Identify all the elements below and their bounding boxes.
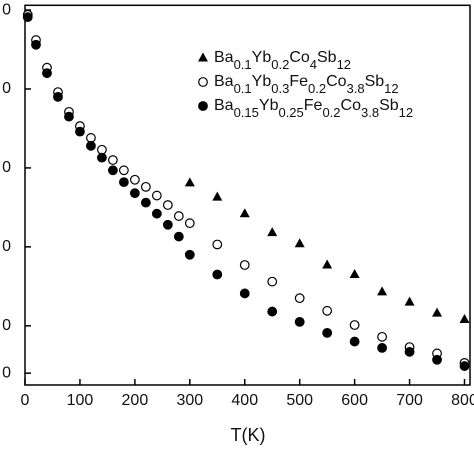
data-point <box>239 260 250 270</box>
data-point <box>86 140 96 151</box>
x-tick-label: 100 <box>67 392 94 409</box>
data-point <box>118 177 129 188</box>
data-point <box>64 111 74 122</box>
data-point <box>239 208 250 218</box>
data-point <box>212 269 223 280</box>
data-point <box>162 200 173 210</box>
y-tick-label: 0 <box>2 159 11 176</box>
data-point <box>108 155 118 165</box>
data-point <box>173 211 184 221</box>
x-tick-label: 300 <box>176 392 203 409</box>
x-axis-label: T(K) <box>231 425 266 445</box>
legend-label: Ba0.1Yb0.2Co4Sb12 <box>214 49 351 72</box>
data-point <box>432 307 443 317</box>
data-point <box>267 306 278 317</box>
x-tick-label: 600 <box>341 392 368 409</box>
data-point <box>173 231 184 242</box>
data-point <box>239 288 250 299</box>
x-tick-label: 700 <box>396 392 423 409</box>
data-point <box>129 174 140 185</box>
x-tick-label: 0 <box>21 392 30 409</box>
data-point <box>294 316 305 327</box>
x-tick-label: 800 <box>451 392 474 409</box>
data-point <box>432 354 442 365</box>
data-point <box>349 336 360 347</box>
data-point <box>184 218 195 229</box>
data-point <box>75 126 85 137</box>
data-point <box>349 320 360 330</box>
legend-marker <box>198 52 208 62</box>
data-point <box>459 361 470 371</box>
data-point <box>184 177 195 187</box>
data-point <box>349 268 360 278</box>
data-point <box>108 165 118 176</box>
data-point <box>322 259 333 269</box>
data-point <box>322 327 333 338</box>
data-point <box>31 39 41 50</box>
data-point <box>129 188 140 199</box>
legend-label: Ba0.15Yb0.25Fe0.2Co3.8Sb12 <box>214 97 413 120</box>
data-point <box>459 313 470 323</box>
x-tick-label: 500 <box>286 392 313 409</box>
legend-marker <box>198 77 208 87</box>
data-point <box>377 331 387 342</box>
data-point <box>267 227 278 237</box>
data-point <box>42 68 52 79</box>
y-tick-label: 0 <box>2 80 11 97</box>
data-point <box>212 191 223 201</box>
legend-label: Ba0.1Yb0.3Fe0.2Co3.8Sb12 <box>214 73 399 96</box>
data-point <box>322 305 333 316</box>
y-tick-label: 0 <box>2 364 11 381</box>
data-point <box>184 249 195 260</box>
data-point <box>212 239 223 250</box>
y-tick-label: 0 <box>2 317 11 334</box>
data-point <box>162 219 173 230</box>
data-point <box>377 342 387 353</box>
y-tick-label: 0 <box>2 1 11 18</box>
plot-frame <box>24 4 471 386</box>
data-point <box>140 181 151 192</box>
data-point <box>404 296 415 306</box>
data-point <box>140 197 151 208</box>
data-point <box>377 286 388 296</box>
data-point <box>294 238 305 248</box>
data-point <box>404 346 415 357</box>
data-point <box>53 91 63 102</box>
legend-marker <box>198 101 208 111</box>
data-point <box>97 152 107 163</box>
data-point <box>294 293 305 304</box>
data-point <box>151 190 162 201</box>
y-tick-label: 0 <box>2 238 11 255</box>
data-point <box>267 276 278 287</box>
data-point <box>22 12 33 23</box>
x-tick-label: 200 <box>122 392 149 409</box>
data-point <box>151 208 162 219</box>
data-point <box>118 165 129 176</box>
x-tick-label: 400 <box>231 392 258 409</box>
